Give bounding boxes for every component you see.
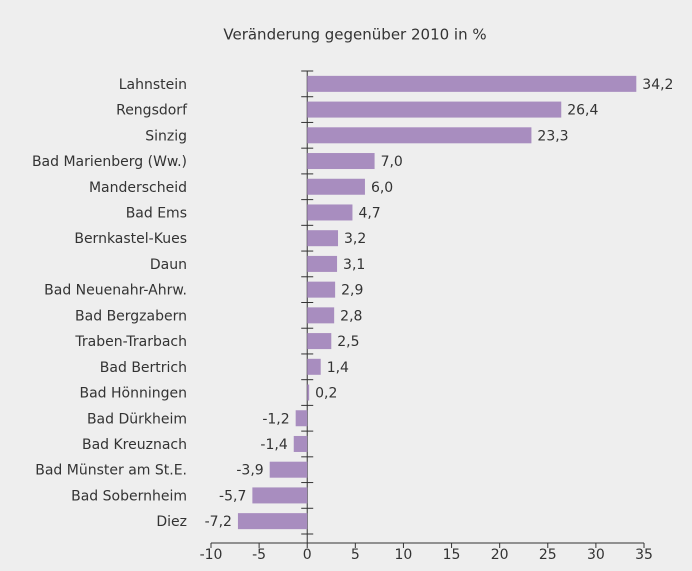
y-tick-label: Manderscheid xyxy=(89,180,187,196)
x-tick-label: 10 xyxy=(395,547,413,563)
bar xyxy=(293,435,308,452)
bar xyxy=(307,307,335,324)
data-label: 1,4 xyxy=(327,360,349,376)
data-label: -1,4 xyxy=(260,437,287,453)
y-tick-label: Bad Kreuznach xyxy=(82,437,187,453)
y-tick-label: Bernkastel-Kues xyxy=(74,231,187,247)
data-label: 26,4 xyxy=(567,103,598,119)
x-tick-label: 5 xyxy=(351,547,360,563)
data-label: 2,9 xyxy=(341,283,363,299)
y-tick-label: Rengsdorf xyxy=(116,103,188,119)
data-label: 4,7 xyxy=(358,205,380,221)
data-label: 23,3 xyxy=(537,128,568,144)
bar xyxy=(269,461,308,478)
bar xyxy=(307,255,338,272)
x-tick-label: 15 xyxy=(443,547,461,563)
data-label: -5,7 xyxy=(219,488,246,504)
bar xyxy=(307,127,532,144)
bar xyxy=(252,487,308,504)
data-label: 2,5 xyxy=(337,334,359,350)
data-label: 0,2 xyxy=(315,386,337,402)
bar xyxy=(307,281,336,298)
y-tick-label: Bad Münster am St.E. xyxy=(35,463,187,479)
x-tick-label: 30 xyxy=(587,547,605,563)
chart-title: Veränderung gegenüber 2010 in % xyxy=(223,26,486,44)
y-tick-label: Diez xyxy=(156,514,187,530)
y-tick-label: Bad Hönningen xyxy=(80,386,188,402)
bar xyxy=(307,204,353,221)
bar xyxy=(307,153,375,170)
data-label: 6,0 xyxy=(371,180,393,196)
data-label: 34,2 xyxy=(642,77,673,93)
bar xyxy=(307,333,332,350)
x-tick-label: -10 xyxy=(200,547,223,563)
y-tick-label: Sinzig xyxy=(145,128,187,144)
y-tick-label: Bad Ems xyxy=(126,205,187,221)
data-label: -7,2 xyxy=(205,514,232,530)
y-tick-label: Bad Marienberg (Ww.) xyxy=(32,154,187,170)
bar xyxy=(307,358,321,375)
bar xyxy=(237,513,308,530)
data-label: -1,2 xyxy=(262,411,289,427)
bar xyxy=(307,230,339,247)
x-tick-label: 20 xyxy=(491,547,509,563)
bar xyxy=(307,75,637,92)
data-label: 3,2 xyxy=(344,231,366,247)
x-tick-label: 35 xyxy=(635,547,653,563)
y-tick-label: Bad Neuenahr-Ahrw. xyxy=(44,283,187,299)
x-tick-label: -5 xyxy=(252,547,266,563)
y-tick-label: Bad Sobernheim xyxy=(71,488,187,504)
data-label: 7,0 xyxy=(381,154,403,170)
y-tick-label: Bad Bertrich xyxy=(100,360,187,376)
data-label: 3,1 xyxy=(343,257,365,273)
y-tick-label: Bad Dürkheim xyxy=(87,411,187,427)
x-tick-label: 0 xyxy=(303,547,312,563)
bar xyxy=(307,101,562,118)
y-tick-label: Traben-Trarbach xyxy=(74,334,187,350)
data-label: 2,8 xyxy=(340,308,362,324)
bar xyxy=(295,410,308,427)
y-tick-label: Daun xyxy=(150,257,187,273)
y-tick-label: Bad Bergzabern xyxy=(75,308,187,324)
data-label: -3,9 xyxy=(236,463,263,479)
x-tick-label: 25 xyxy=(539,547,557,563)
y-tick-label: Lahnstein xyxy=(119,77,187,93)
bar xyxy=(307,384,310,401)
bar xyxy=(307,178,365,195)
